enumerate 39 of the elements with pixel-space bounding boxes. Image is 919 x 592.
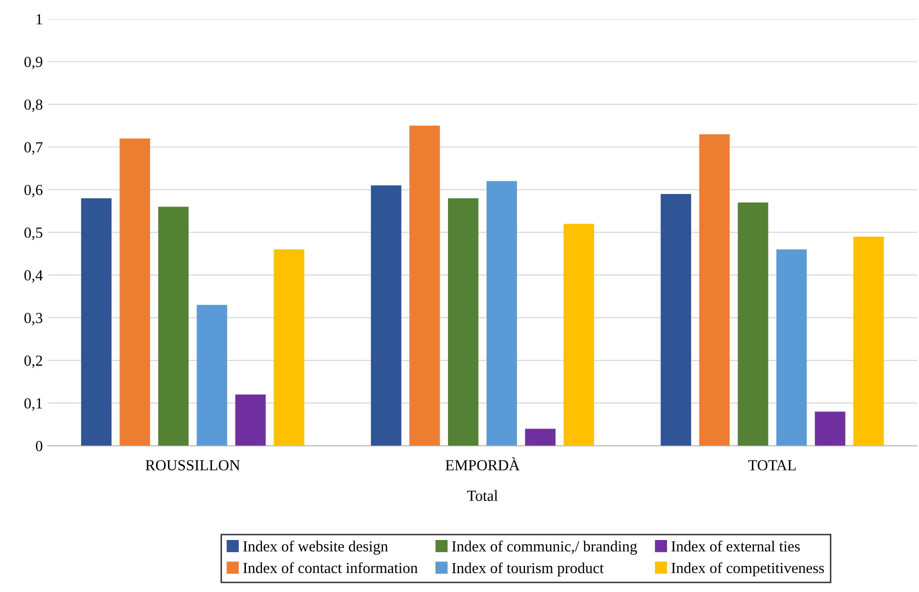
legend-label: Index of contact information	[243, 562, 418, 574]
y-tick-label: 0,2	[24, 356, 42, 368]
legend-label: Index of external ties	[671, 540, 800, 552]
y-tick-label: 0,8	[24, 99, 42, 112]
y-tick-label: 0,4	[24, 270, 43, 283]
y-tick-label: 0,3	[24, 312, 42, 326]
bar	[274, 249, 304, 446]
bar	[853, 236, 884, 446]
bar	[738, 202, 768, 446]
bar	[448, 198, 478, 446]
bar	[660, 194, 692, 446]
bar	[525, 428, 556, 446]
x-tick-label: EMPORDÀ	[446, 457, 520, 470]
x-axis-title: Total	[467, 490, 498, 501]
y-tick-label: 0	[36, 440, 42, 452]
bar	[564, 224, 594, 446]
x-tick-label: TOTAL	[748, 460, 796, 470]
y-tick-label: 0,7	[24, 142, 42, 155]
bar	[699, 134, 730, 446]
bar	[158, 206, 189, 446]
bar	[235, 394, 266, 446]
bar	[814, 412, 846, 446]
bar	[196, 304, 228, 446]
y-tick-label: 0,1	[24, 398, 42, 411]
y-tick-label: 0,6	[24, 184, 42, 198]
y-tick-label: 0,9	[24, 56, 42, 70]
bar	[409, 126, 440, 446]
y-tick-label: 1	[36, 14, 42, 24]
legend-label: Index of communic,/ branding	[452, 540, 638, 555]
legend-label: Index of website design	[243, 540, 388, 555]
x-tick-label: ROUSSILLON	[146, 460, 240, 470]
legend-label: Index of tourism product	[452, 562, 604, 576]
bar	[486, 181, 517, 446]
bar	[370, 185, 402, 446]
y-tick-label: 0,5	[24, 228, 42, 240]
bar	[81, 198, 112, 446]
legend-label: Index of competitiveness	[671, 562, 824, 576]
bar	[120, 138, 150, 446]
bar	[776, 249, 807, 446]
